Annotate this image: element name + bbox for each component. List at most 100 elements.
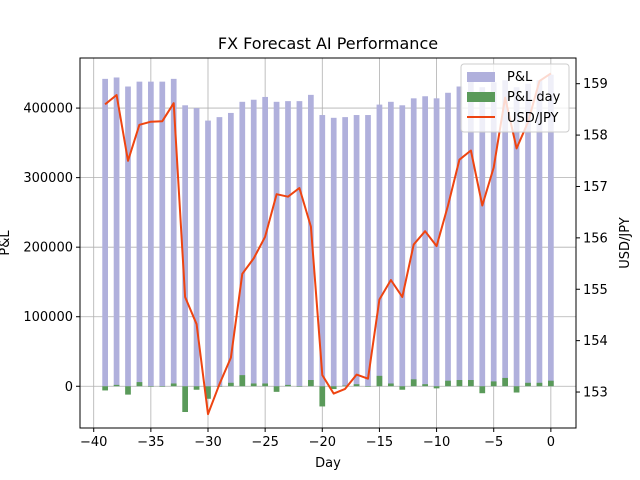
pnl-bar <box>342 117 348 387</box>
legend-label-pnl-day: P&L day <box>507 90 561 105</box>
y2-tick-label: 158 <box>583 129 608 144</box>
legend-label-pnl: P&L <box>507 70 533 85</box>
pnl-bar <box>216 117 223 387</box>
pnl-day-bar <box>159 386 166 387</box>
bar-layer <box>102 74 554 413</box>
y2-tick-label: 159 <box>583 77 608 92</box>
pnl-bar <box>285 101 291 387</box>
pnl-bar <box>205 120 211 387</box>
pnl-bar <box>433 98 440 387</box>
pnl-day-bar <box>365 386 371 387</box>
y-tick-label: 0 <box>65 380 73 395</box>
pnl-bar <box>250 99 257 387</box>
pnl-bar <box>319 115 326 387</box>
pnl-day-bar <box>410 379 417 387</box>
pnl-bar <box>536 80 543 387</box>
pnl-bar <box>468 80 474 387</box>
y-tick-label: 100000 <box>23 310 73 325</box>
pnl-bar <box>308 94 314 387</box>
pnl-day-bar <box>319 386 326 407</box>
pnl-bar <box>113 77 120 387</box>
pnl-bar <box>136 81 143 387</box>
pnl-day-bar <box>388 383 394 387</box>
legend-label-usdjpy: USD/JPY <box>507 111 559 126</box>
pnl-day-bar <box>376 375 383 387</box>
pnl-day-bar <box>239 375 246 387</box>
pnl-bar <box>330 117 337 387</box>
pnl-day-bar <box>479 386 486 394</box>
pnl-bar <box>102 78 108 387</box>
pnl-bar <box>490 82 497 387</box>
x-tick-label: −30 <box>194 435 221 450</box>
y-axis-left: 0 100000 200000 300000 400000 <box>23 102 80 395</box>
pnl-day-bar <box>399 386 406 390</box>
pnl-day-bar <box>330 386 337 390</box>
pnl-bar <box>513 87 520 387</box>
pnl-bar <box>239 101 246 387</box>
pnl-day-bar <box>285 384 291 387</box>
y2-tick-label: 153 <box>583 386 608 401</box>
pnl-bar <box>376 104 383 387</box>
pnl-day-bar <box>342 385 348 387</box>
y-tick-label: 300000 <box>23 171 73 186</box>
pnl-bar <box>193 108 200 387</box>
y2-tick-label: 155 <box>583 283 608 298</box>
pnl-bar <box>125 86 131 387</box>
pnl-bar <box>262 96 268 387</box>
legend-swatch-pnl-day <box>467 92 495 102</box>
line-layer <box>104 72 552 416</box>
pnl-day-bar <box>490 381 497 387</box>
pnl-bar <box>365 115 371 387</box>
pnl-day-bar <box>113 384 120 387</box>
pnl-day-bar <box>102 386 108 391</box>
pnl-day-bar <box>502 377 508 387</box>
x-tick-label: −25 <box>251 435 278 450</box>
pnl-bar <box>479 87 486 387</box>
pnl-day-bar <box>148 386 154 387</box>
x-tick-label: 0 <box>547 435 555 450</box>
pnl-day-bar <box>456 380 463 387</box>
y2-axis-title: USD/JPY <box>618 217 633 269</box>
x-tick-label: −5 <box>484 435 503 450</box>
pnl-day-bar <box>250 383 257 387</box>
pnl-day-bar <box>136 382 143 387</box>
x-axis-title: Day <box>315 456 341 471</box>
pnl-day-bar <box>308 380 314 387</box>
pnl-day-bar <box>125 386 131 395</box>
y-axis-title: P&L <box>0 230 13 256</box>
pnl-day-bar <box>468 380 474 387</box>
x-axis: −40 −35 −30 −25 −20 −15 −10 −5 0 <box>80 428 555 450</box>
pnl-day-bar <box>525 382 531 387</box>
pnl-day-bar <box>445 380 451 387</box>
pnl-day-bar <box>273 386 280 392</box>
x-tick-label: −40 <box>80 435 107 450</box>
pnl-day-bar <box>228 382 234 387</box>
pnl-bar <box>159 81 166 387</box>
pnl-day-bar <box>513 386 520 393</box>
x-tick-label: −10 <box>423 435 450 450</box>
pnl-bar <box>410 98 417 387</box>
pnl-bar <box>296 101 303 387</box>
pnl-bar <box>273 101 280 387</box>
pnl-bar <box>502 80 508 387</box>
y-tick-label: 400000 <box>23 102 73 117</box>
pnl-day-bar <box>205 386 211 399</box>
pnl-bar <box>399 105 406 387</box>
pnl-day-bar <box>536 382 543 387</box>
pnl-bar <box>182 105 188 387</box>
pnl-bar <box>548 74 554 387</box>
legend: P&L P&L day USD/JPY <box>460 63 570 133</box>
pnl-bar <box>525 83 531 387</box>
pnl-bar <box>388 101 394 387</box>
pnl-bar <box>445 92 451 387</box>
y2-tick-label: 154 <box>583 334 608 349</box>
pnl-day-bar <box>193 386 200 390</box>
pnl-day-bar <box>182 386 188 413</box>
chart-title: FX Forecast AI Performance <box>218 34 438 53</box>
legend-swatch-pnl <box>467 72 495 82</box>
pnl-day-bar <box>433 386 440 389</box>
pnl-day-bar <box>262 383 268 387</box>
x-tick-label: −20 <box>309 435 336 450</box>
pnl-bar <box>456 86 463 387</box>
